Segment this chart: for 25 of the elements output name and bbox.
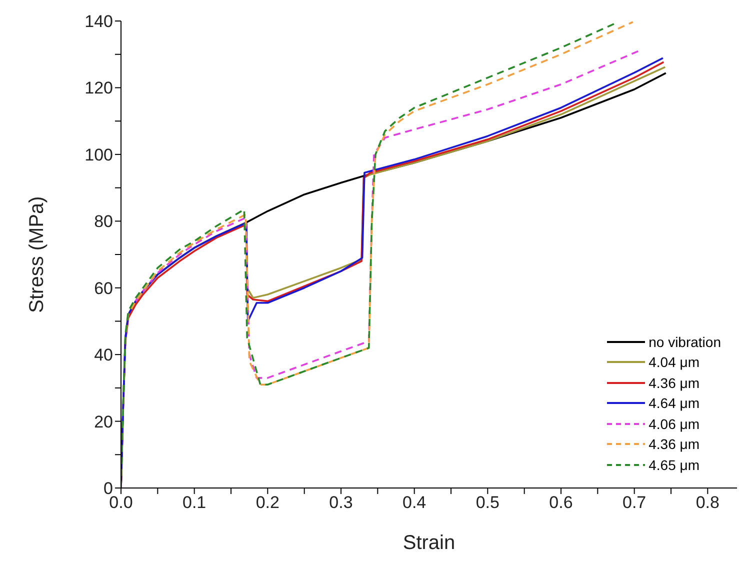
- legend-label: 4.64 μm: [648, 394, 700, 413]
- x-tick-label: 0.3: [329, 493, 353, 512]
- legend-label: 4.06 μm: [648, 414, 700, 434]
- legend-label: 4.04 μm: [648, 353, 700, 372]
- legend-label: 4.65 μm: [648, 456, 700, 475]
- x-tick-label: 0.7: [622, 493, 646, 512]
- x-tick-label: 0.8: [696, 493, 720, 512]
- legend-label: no vibration: [648, 332, 721, 352]
- y-tick-label: 100: [84, 145, 113, 164]
- y-tick-label: 40: [94, 346, 113, 365]
- y-axis-title: Stress (MPa): [26, 196, 48, 313]
- x-axis-title: Strain: [402, 532, 456, 554]
- x-tick-label: 0.0: [109, 493, 133, 512]
- x-tick-label: 0.4: [402, 493, 426, 512]
- x-tick-label: 0.6: [549, 493, 573, 512]
- legend-label: 4.36 μm: [648, 374, 700, 393]
- y-tick-label: 60: [94, 278, 113, 298]
- y-tick-label: 120: [84, 78, 113, 98]
- x-tick-label: 0.1: [182, 493, 206, 512]
- x-tick-label: 0.5: [476, 493, 500, 512]
- x-tick-label: 0.2: [256, 493, 280, 512]
- y-tick-label: 80: [94, 212, 113, 232]
- legend-label: 4.36 μm: [648, 435, 700, 454]
- y-tick-label: 140: [84, 12, 113, 32]
- y-tick-label: 20: [94, 412, 113, 432]
